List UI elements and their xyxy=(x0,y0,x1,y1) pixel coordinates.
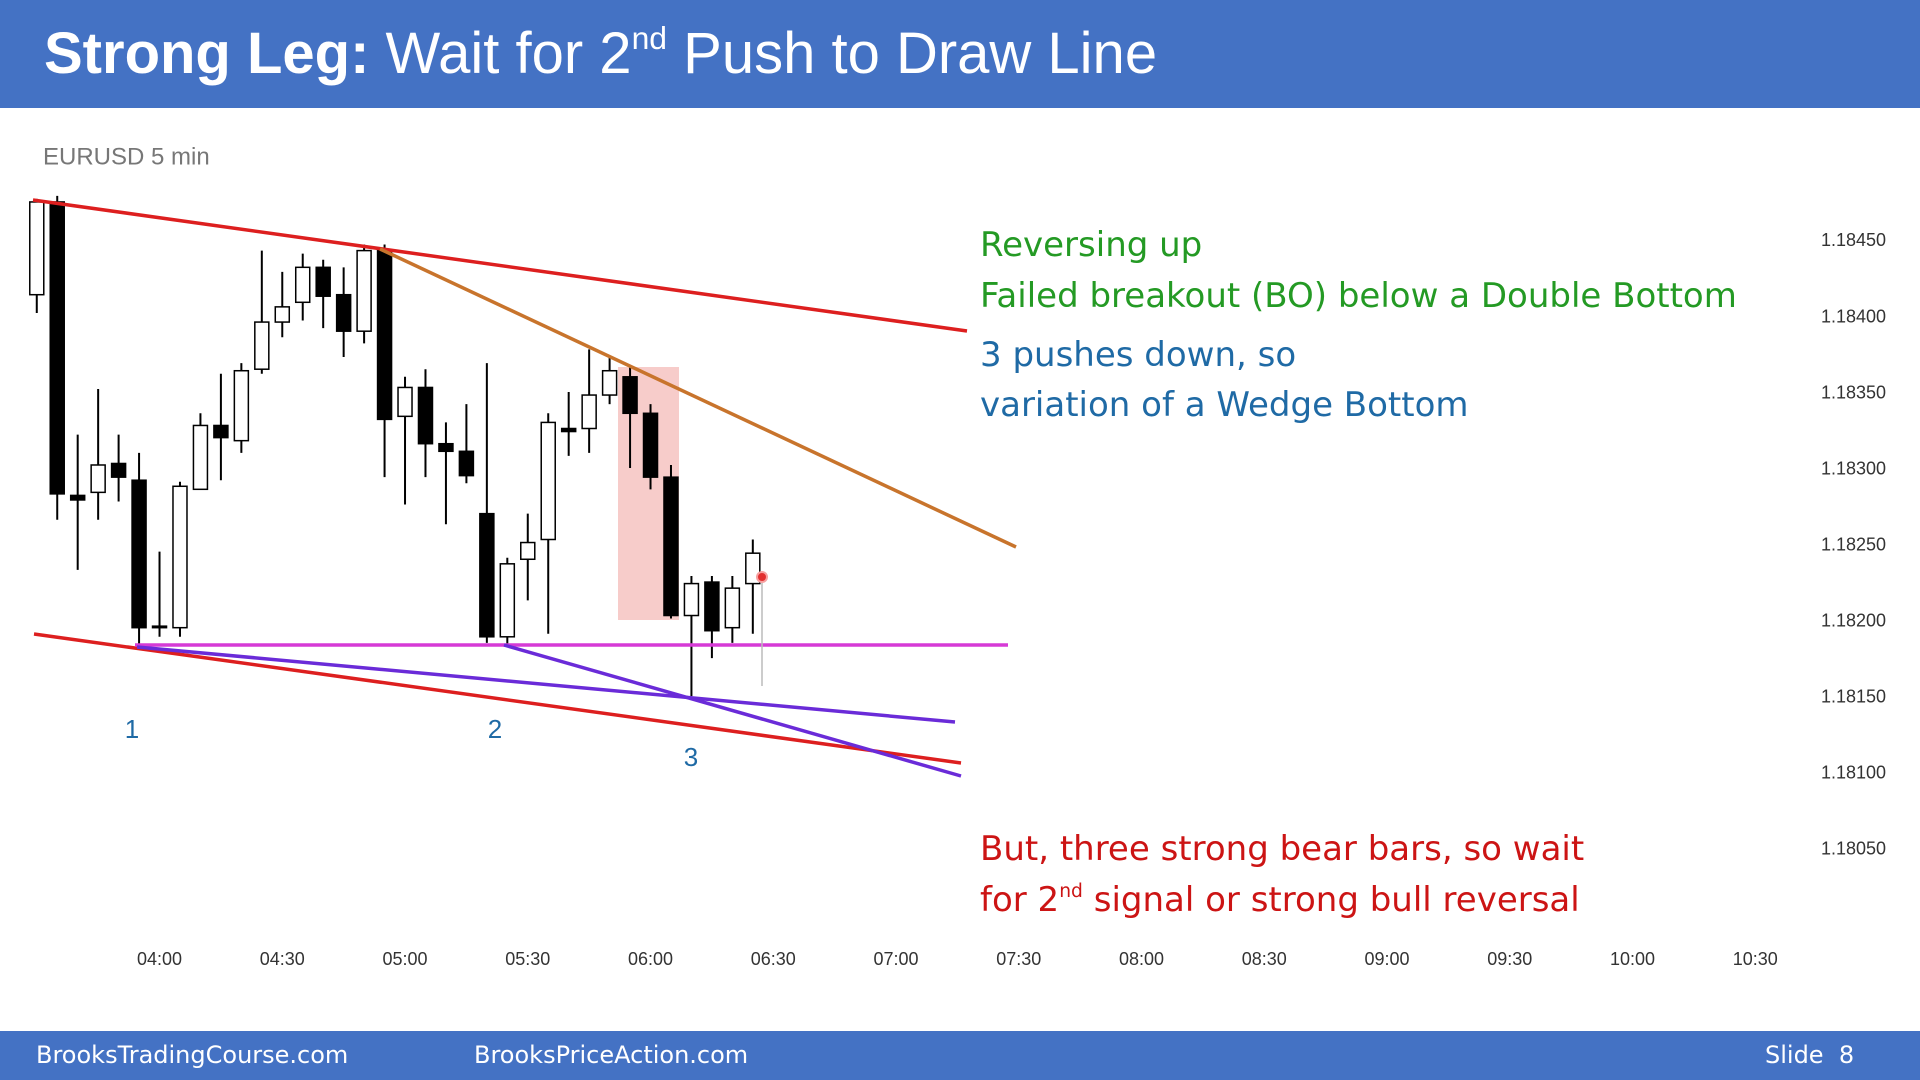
annotation: Failed breakout (BO) below a Double Bott… xyxy=(980,276,1737,316)
footer-bar: BrooksTradingCourse.com BrooksPriceActio… xyxy=(0,1031,1920,1080)
candle-body xyxy=(192,424,209,491)
x-tick-label: 10:00 xyxy=(1610,949,1655,969)
x-tick-label: 07:00 xyxy=(873,949,918,969)
y-tick-label: 1.18400 xyxy=(1821,306,1886,326)
candle-body xyxy=(520,541,536,561)
x-tick-label: 09:00 xyxy=(1364,949,1409,969)
candle-body xyxy=(499,563,516,638)
annotation-text: signal or strong bull reversal xyxy=(1082,880,1580,920)
annotation-sup: nd xyxy=(1059,880,1083,902)
x-tick-label: 06:30 xyxy=(751,949,796,969)
annotation: 3 pushes down, so xyxy=(980,335,1297,375)
trend-line xyxy=(33,632,962,765)
wedge-line xyxy=(136,645,956,724)
candle-body xyxy=(540,421,556,541)
title-bold: Strong Leg: xyxy=(44,21,370,86)
annotation: for 2nd signal or strong bull reversal xyxy=(980,878,1580,922)
y-tick-label: 1.18150 xyxy=(1821,686,1886,706)
candle-body xyxy=(335,293,352,332)
candle-body xyxy=(724,587,741,629)
candle-body xyxy=(131,479,147,629)
candle-body xyxy=(110,462,127,478)
candle-body xyxy=(49,201,65,495)
footer-link: BrooksTradingCourse.com xyxy=(36,1041,349,1069)
cursor-dot xyxy=(756,571,768,583)
candle-body xyxy=(274,306,291,323)
candle-body xyxy=(622,376,638,415)
title-sup: nd xyxy=(631,20,668,57)
trend-line xyxy=(32,198,968,333)
footer-link: BrooksPriceAction.com xyxy=(474,1041,749,1069)
candle-body xyxy=(479,512,495,638)
wave-label: 2 xyxy=(488,714,502,744)
candle-body xyxy=(683,582,700,617)
x-tick-label: 08:00 xyxy=(1119,949,1164,969)
x-tick-label: 04:30 xyxy=(260,949,305,969)
candle-body xyxy=(90,464,106,494)
x-tick-label: 06:00 xyxy=(628,949,673,969)
candle-body xyxy=(438,442,454,453)
candle-body xyxy=(601,369,618,396)
x-tick-label: 10:30 xyxy=(1733,949,1778,969)
x-tick-label: 08:30 xyxy=(1242,949,1287,969)
y-tick-label: 1.18200 xyxy=(1821,610,1886,630)
candle-body xyxy=(69,494,86,501)
x-tick-label: 05:00 xyxy=(382,949,427,969)
candle-body xyxy=(151,625,168,629)
x-tick-label: 09:30 xyxy=(1487,949,1532,969)
candle-body xyxy=(254,321,270,370)
header-bar: Strong Leg: Wait for 2nd Push to Draw Li… xyxy=(0,0,1920,108)
slide-title: Strong Leg: Wait for 2nd Push to Draw Li… xyxy=(44,18,1157,90)
title-text: Push to Draw Line xyxy=(667,21,1158,86)
x-tick-label: 04:00 xyxy=(137,949,182,969)
annotation: Reversing up xyxy=(980,225,1203,265)
y-tick-label: 1.18450 xyxy=(1821,230,1886,250)
slide-number: Slide 8 xyxy=(1765,1041,1855,1069)
annotation: variation of a Wedge Bottom xyxy=(980,385,1469,425)
candle-body xyxy=(663,476,679,617)
candle-body xyxy=(581,394,597,430)
y-tick-label: 1.18250 xyxy=(1821,534,1886,554)
y-tick-label: 1.18050 xyxy=(1821,838,1886,858)
chart-subtitle: EURUSD 5 min xyxy=(43,143,210,170)
x-tick-label: 07:30 xyxy=(996,949,1041,969)
candle-body xyxy=(417,386,434,445)
candle-body xyxy=(213,424,229,439)
wave-label: 3 xyxy=(684,742,698,772)
candle-body xyxy=(172,485,188,629)
candle-body xyxy=(315,266,331,297)
annotation-text: for 2 xyxy=(980,880,1060,920)
x-tick-label: 05:30 xyxy=(505,949,550,969)
candle-body xyxy=(704,581,720,632)
wedge-line xyxy=(503,643,962,778)
candle-body xyxy=(356,249,372,332)
title-text: Wait for 2 xyxy=(385,21,632,86)
candle-body xyxy=(376,249,393,421)
y-tick-label: 1.18100 xyxy=(1821,762,1886,782)
trend-line xyxy=(379,247,1017,549)
candle-body xyxy=(294,266,311,304)
annotation: But, three strong bear bars, so wait xyxy=(980,829,1585,869)
candle-body xyxy=(458,450,475,477)
candle-body xyxy=(642,412,659,478)
wave-label: 1 xyxy=(125,714,139,744)
y-tick-label: 1.18350 xyxy=(1821,382,1886,402)
y-tick-label: 1.18300 xyxy=(1821,458,1886,478)
candle-body xyxy=(560,427,577,433)
candle-body xyxy=(29,201,45,296)
candle-body xyxy=(397,386,413,418)
candle-body xyxy=(233,369,250,442)
